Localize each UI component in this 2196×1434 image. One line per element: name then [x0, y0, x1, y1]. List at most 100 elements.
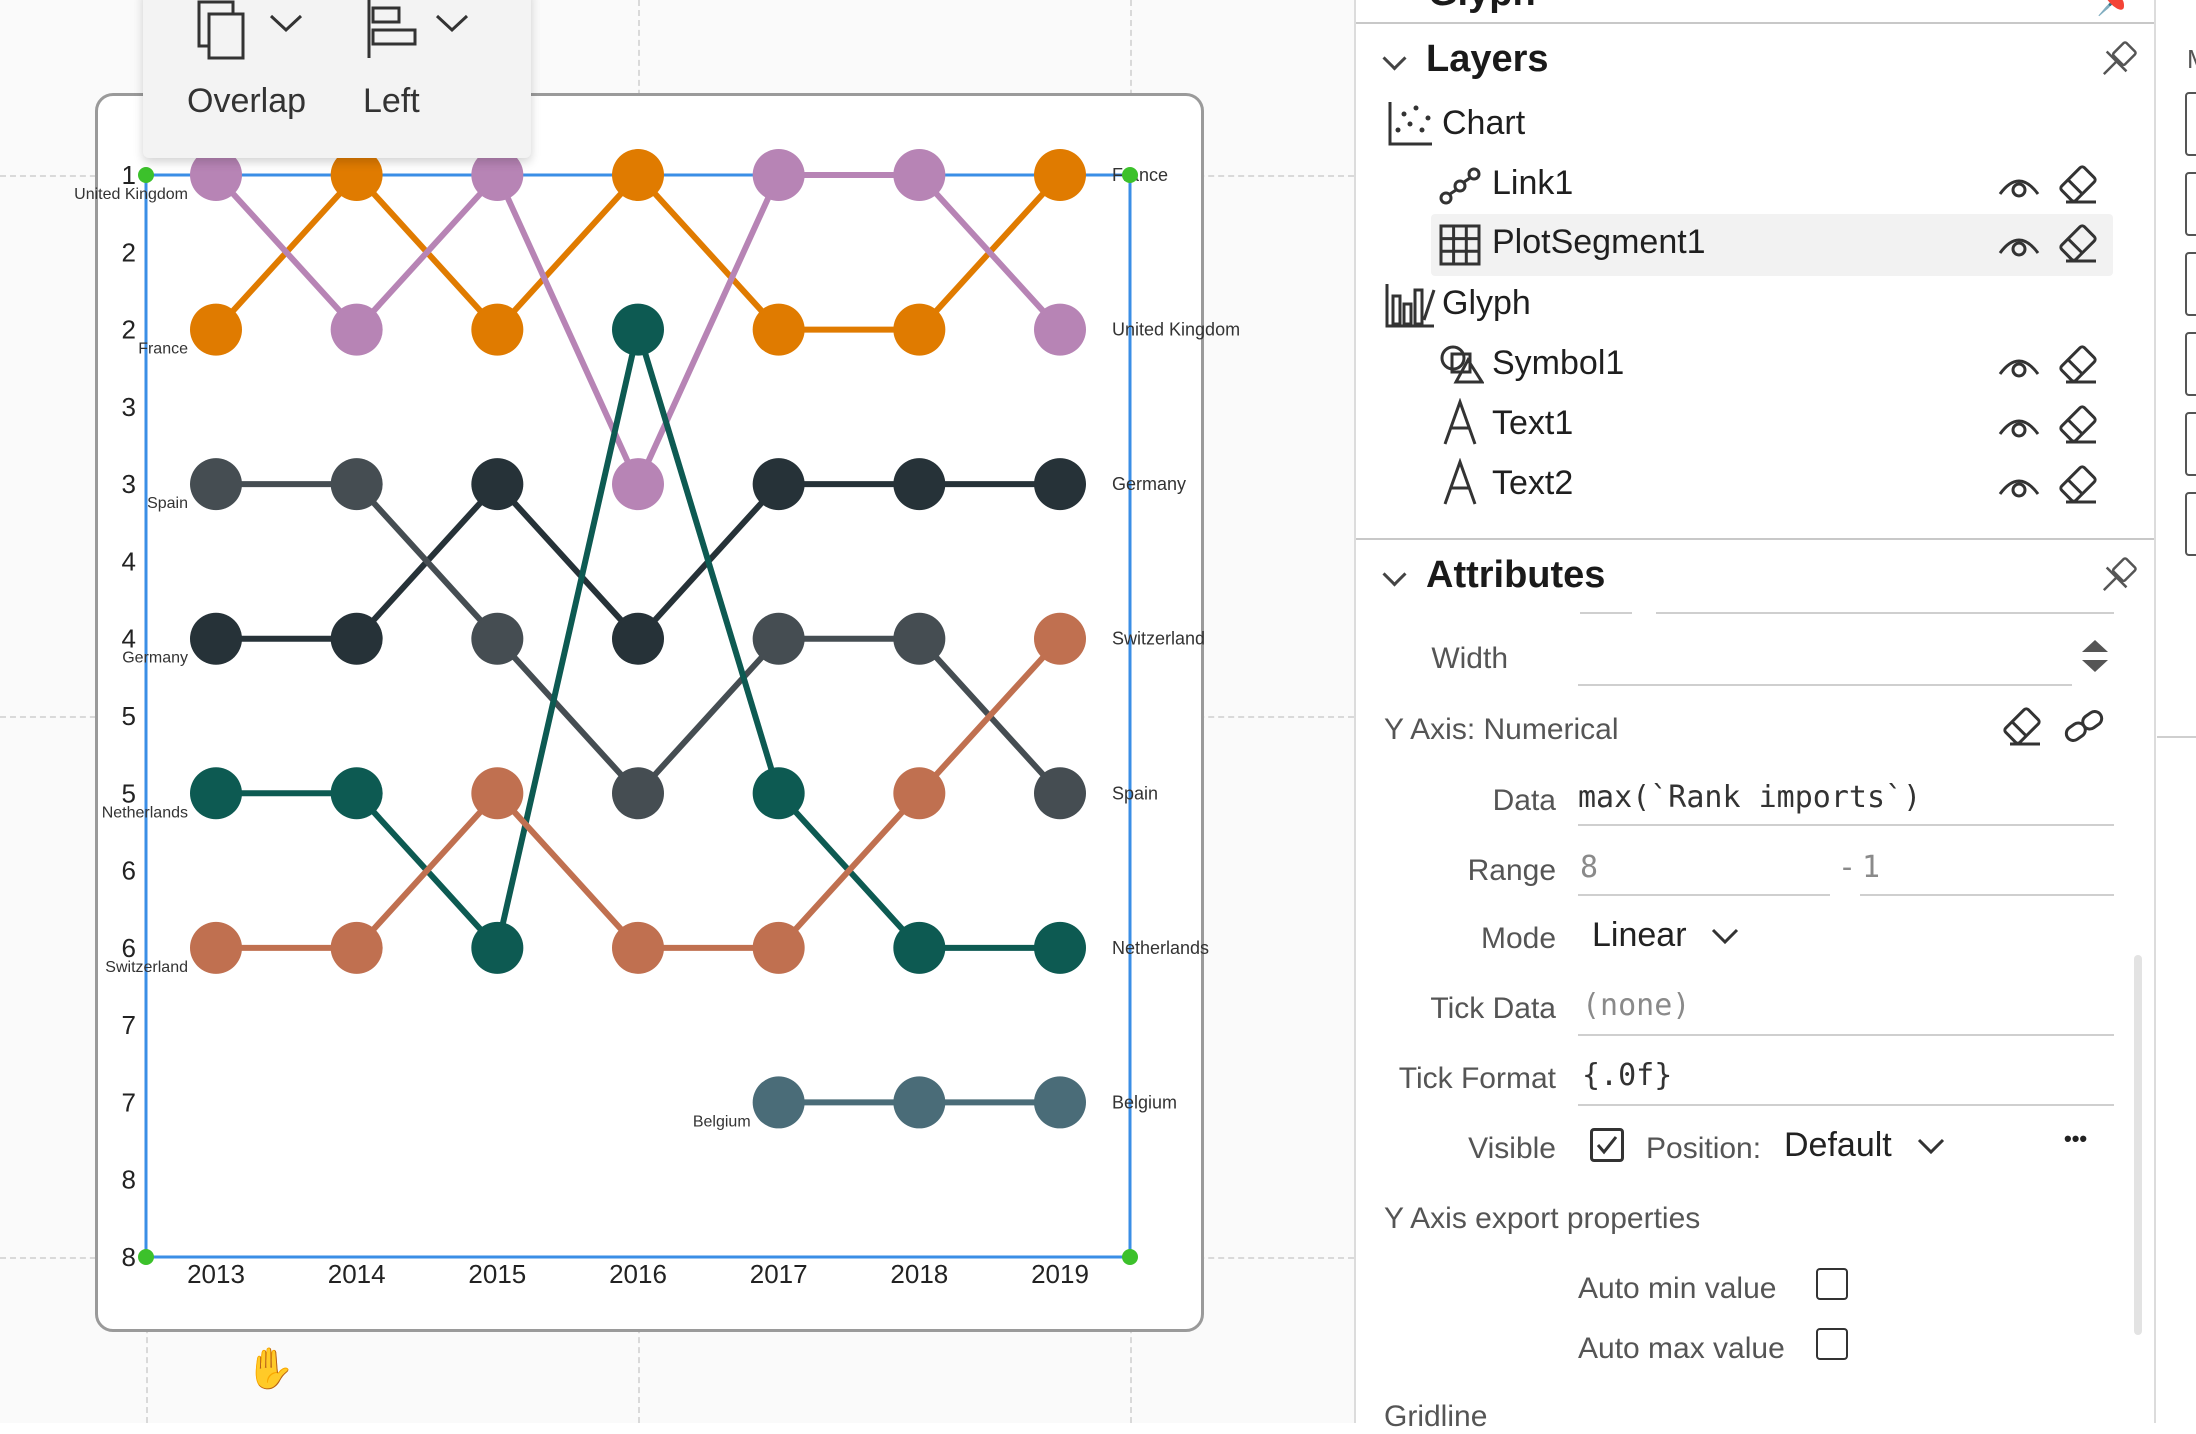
align-left-button[interactable]: Left — [333, 0, 513, 120]
resize-handle[interactable] — [1122, 1249, 1138, 1265]
y-tick-label: 5 — [122, 701, 136, 731]
pin-icon[interactable] — [2096, 38, 2140, 82]
series-end-label: Netherlands — [1112, 938, 1209, 958]
eraser-icon[interactable] — [2000, 704, 2044, 748]
data-point — [752, 921, 805, 974]
data-point — [330, 303, 383, 356]
layers-collapse-chevron-icon[interactable] — [1382, 46, 1407, 71]
data-expression-value[interactable]: max(`Rank imports`) — [1578, 780, 1922, 815]
series-end-label: United Kingdom — [1112, 320, 1240, 340]
panel-scrollbar[interactable] — [2134, 955, 2142, 1335]
eraser-icon[interactable] — [2056, 402, 2100, 446]
layer-chart[interactable]: Chart — [1356, 98, 2156, 156]
width-spinner-icon[interactable] — [2078, 636, 2112, 676]
chart-canvas[interactable]: 1 2 2 3 3 4 4 5 5 6 6 7 7 8 8 2013 2014 2015 2016 2017 2018 2… — [0, 0, 1354, 1423]
tick-format-value[interactable]: {.0f} — [1582, 1058, 1673, 1093]
edge-input[interactable] — [2185, 492, 2196, 556]
attributes-collapse-chevron-icon[interactable] — [1382, 562, 1407, 587]
data-point — [612, 149, 664, 201]
tick-data-label: Tick Data — [1430, 992, 1556, 1025]
bump-chart[interactable]: 1 2 2 3 3 4 4 5 5 6 6 7 7 8 8 2013 2014 2015 2016 2017 2018 2… — [0, 0, 1354, 1423]
overlap-icon — [197, 0, 303, 60]
data-point — [1034, 767, 1086, 820]
layer-plotsegment1-label: PlotSegment1 — [1492, 223, 1706, 261]
x-tick-label: 2015 — [468, 1259, 526, 1289]
unlink-icon[interactable] — [2062, 708, 2106, 744]
more-options-icon[interactable]: ••• — [2064, 1126, 2088, 1151]
data-point — [752, 149, 805, 201]
range-min-input[interactable]: 8 — [1580, 850, 1599, 885]
floating-toolbar: Overlap Left — [143, 0, 531, 158]
auto-min-checkbox[interactable] — [1816, 1268, 1848, 1300]
series-start-label: Germany — [122, 650, 188, 667]
glyph-bars-icon — [1385, 284, 1436, 328]
layer-link1[interactable]: Link1 — [1356, 156, 2156, 214]
data-point — [330, 149, 383, 201]
visibility-eye-icon[interactable] — [1996, 172, 2042, 202]
y-tick-label: 7 — [122, 1010, 136, 1040]
visibility-eye-icon[interactable] — [1996, 412, 2042, 442]
edge-input[interactable] — [2185, 332, 2196, 396]
eraser-icon[interactable] — [2056, 462, 2100, 506]
data-point — [752, 303, 805, 356]
layer-text1-label: Text1 — [1492, 404, 1574, 442]
eraser-icon[interactable] — [2056, 342, 2100, 386]
layers-section-title: Layers — [1426, 38, 1549, 80]
edge-input[interactable] — [2185, 92, 2196, 156]
edge-input[interactable] — [2185, 412, 2196, 476]
chevron-down-icon — [1711, 928, 1739, 945]
edge-input[interactable] — [2185, 252, 2196, 316]
chart-frame[interactable] — [95, 93, 1204, 1332]
layer-text1[interactable]: Text1 — [1356, 396, 2156, 454]
properties-panel: Glyph 📌 Layers Chart Link1 — [1354, 0, 2158, 1433]
chevron-down-icon — [1917, 1138, 1945, 1155]
panel-divider[interactable] — [2154, 0, 2156, 1423]
layer-selection-highlight — [1431, 214, 2113, 276]
visibility-eye-icon[interactable] — [1996, 472, 2042, 502]
layer-plotsegment1[interactable]: PlotSegment1 — [1356, 215, 2156, 273]
y-tick-label: 8 — [122, 1242, 136, 1272]
eraser-icon[interactable] — [2056, 162, 2100, 206]
data-point — [893, 921, 946, 974]
y-tick-label: 6 — [122, 856, 136, 886]
checkmark-icon — [1596, 1136, 1618, 1155]
series-link — [917, 636, 1063, 796]
layer-text2[interactable]: Text2 — [1356, 456, 2156, 514]
data-point — [1034, 149, 1086, 201]
data-point — [893, 458, 946, 511]
position-dropdown[interactable]: Default — [1784, 1126, 1945, 1165]
visibility-eye-icon[interactable] — [1996, 352, 2042, 382]
text-icon — [1443, 458, 1477, 505]
data-point — [893, 767, 946, 820]
mode-dropdown[interactable]: Linear — [1592, 916, 1739, 955]
layer-glyph[interactable]: Glyph — [1356, 276, 2156, 334]
data-point — [752, 1076, 805, 1129]
resize-handle[interactable] — [138, 1249, 154, 1265]
data-point — [190, 458, 242, 511]
pin-icon[interactable] — [2096, 554, 2140, 598]
resize-handle[interactable] — [138, 167, 154, 183]
visible-checkbox[interactable] — [1590, 1128, 1624, 1162]
width-input[interactable] — [1578, 684, 2072, 686]
attributes-section-title: Attributes — [1426, 554, 1606, 596]
edge-panel: M — [2157, 0, 2196, 1423]
x-tick-label: 2013 — [187, 1259, 245, 1289]
layer-symbol1[interactable]: Symbol1 — [1356, 336, 2156, 394]
link-icon — [1439, 167, 1481, 205]
visibility-eye-icon[interactable] — [1996, 231, 2042, 261]
auto-max-checkbox[interactable] — [1816, 1328, 1848, 1360]
resize-handle[interactable] — [1122, 167, 1138, 183]
align-left-label: Left — [363, 82, 420, 120]
data-point — [1034, 1076, 1086, 1129]
y-tick-label: 5 — [122, 778, 136, 808]
range-max-input[interactable]: 1 — [1862, 850, 1881, 885]
edge-input[interactable] — [2185, 172, 2196, 236]
series-link — [494, 328, 641, 949]
eraser-icon[interactable] — [2056, 221, 2100, 265]
grid-table-icon — [1439, 224, 1481, 266]
visible-label: Visible — [1468, 1132, 1556, 1165]
data-point — [190, 767, 242, 820]
overlap-button[interactable]: Overlap — [143, 0, 323, 120]
tick-data-value[interactable]: (none) — [1582, 988, 1691, 1023]
pin-icon[interactable]: 📌 — [2096, 0, 2138, 18]
